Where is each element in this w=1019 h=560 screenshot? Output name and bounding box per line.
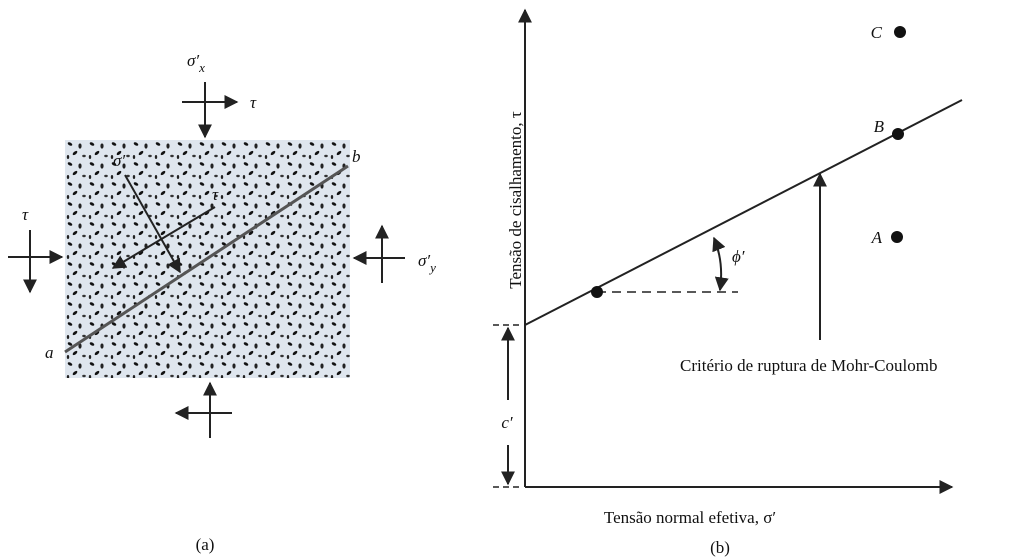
y-axis-label: Tensão de cisalhamento, τ — [506, 111, 525, 289]
caption: (b) — [710, 538, 730, 557]
point-label: B — [874, 117, 885, 136]
symbol: σ′ — [418, 251, 430, 270]
point — [894, 26, 906, 38]
point — [591, 286, 603, 298]
tau-label: τ — [22, 205, 29, 224]
cohesion-label: c′ — [501, 413, 513, 432]
sigma-plane-label: σ′ — [113, 151, 125, 170]
point-label: C — [871, 23, 883, 42]
panel-b: C B A ϕ′ c′ Critério de ruptura de Mohr-… — [493, 8, 963, 557]
point-label: A — [871, 228, 883, 247]
subscript: x — [198, 60, 205, 75]
angle-arc — [712, 236, 729, 292]
normal-stress-arrow — [124, 174, 181, 274]
tau-plane-label: τ — [212, 185, 219, 204]
point — [891, 231, 903, 243]
subscript: y — [428, 260, 436, 275]
caption: (a) — [196, 535, 215, 554]
failure-plane — [64, 164, 349, 354]
angle-label: ϕ′ — [732, 247, 745, 266]
tau-label: τ — [250, 93, 257, 112]
point-label: b — [352, 147, 361, 166]
shear-stress-arrow — [111, 206, 216, 269]
sigma-x-label: σ′x — [187, 51, 205, 75]
criterion-label: Critério de ruptura de Mohr-Coulomb — [680, 356, 937, 375]
x-axis-label: Tensão normal efetiva, σ′ — [604, 508, 776, 527]
sigma-y-label: σ′y — [418, 251, 436, 275]
point-label: a — [45, 343, 54, 362]
point — [892, 128, 904, 140]
symbol: σ′ — [187, 51, 199, 70]
panel-a: σ′x τ τ σ′y σ′ τ b a (a) — [8, 51, 436, 554]
